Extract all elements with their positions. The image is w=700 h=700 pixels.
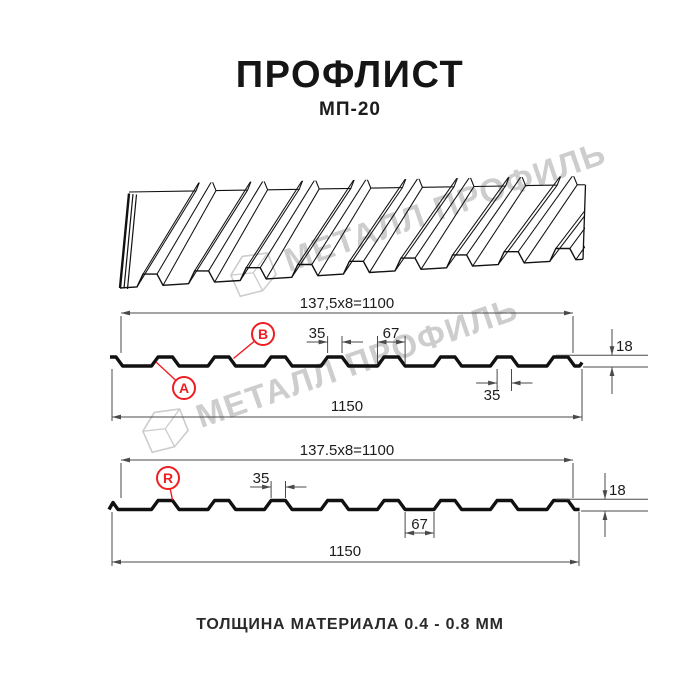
dim-crest-bottom-front: 35 — [484, 387, 501, 404]
watermark-logo-fold-icon — [142, 408, 181, 447]
page-title: ПРОФЛИСТ — [235, 54, 465, 96]
dim-height-front: 18 — [616, 338, 633, 355]
point-label-r-letter: R — [163, 470, 173, 486]
point-label-r-circle — [156, 466, 180, 490]
point-label-r: R — [156, 466, 180, 501]
dim-span-reverse: 137.5x8=1100 — [300, 442, 394, 459]
dim-height-reverse: 18 — [609, 482, 626, 499]
point-label-a-circle — [172, 376, 196, 400]
watermark-metall-profil: МЕТАЛЛ ПРОФИЛЬ — [229, 134, 611, 298]
point-label-a-letter: A — [179, 380, 189, 396]
dim-crest-reverse: 35 — [253, 470, 270, 487]
page-subtitle: МП-20 — [319, 99, 381, 120]
dim-overall-reverse: 1150 — [329, 543, 361, 560]
reverse-cross-section: 137.5x8=1100 35 67 18 1150 R — [107, 442, 648, 566]
dim-span-front: 137,5x8=1100 — [300, 295, 394, 312]
watermark-logo-fold-icon — [230, 252, 269, 291]
point-label-b-circle — [251, 322, 275, 346]
thickness-note: ТОЛЩИНА МАТЕРИАЛА 0.4 - 0.8 ММ — [196, 616, 504, 633]
reverse-profile-outline — [107, 498, 580, 512]
dim-valley-reverse: 67 — [411, 516, 428, 533]
dim-overall-front: 1150 — [331, 398, 363, 415]
front-cross-section: 137,5x8=1100 35 67 18 35 1150 B A — [110, 295, 648, 421]
front-profile-outline — [110, 355, 584, 368]
point-label-a: A — [155, 361, 196, 400]
dim-base-front: 67 — [383, 325, 400, 342]
point-label-b-letter: B — [258, 326, 268, 342]
point-label-b: B — [233, 322, 275, 360]
dim-crest-front: 35 — [309, 325, 326, 342]
watermark-metall-profil: МЕТАЛЛ ПРОФИЛЬ — [141, 290, 523, 454]
